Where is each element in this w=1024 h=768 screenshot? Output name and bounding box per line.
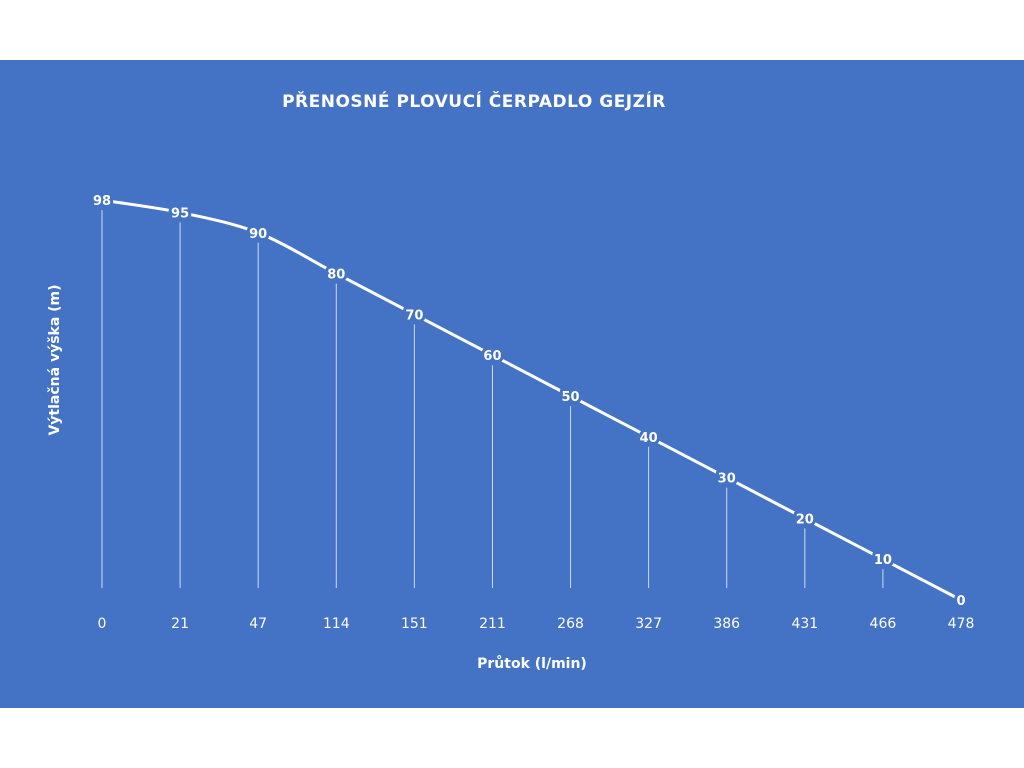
chart-svg: PŘENOSNÉ PLOVUCÍ ČERPADLO GEJZÍR Výtlačn… xyxy=(47,90,975,672)
data-label: 95 xyxy=(171,206,189,221)
data-label: 70 xyxy=(405,308,423,323)
data-label: 90 xyxy=(249,227,267,242)
data-label: 20 xyxy=(796,512,814,527)
x-tick-label: 478 xyxy=(948,616,975,632)
x-tick-label: 431 xyxy=(791,616,818,632)
x-axis-label: Průtok (l/min) xyxy=(477,655,587,672)
y-axis-label: Výtlačná výška (m) xyxy=(47,284,63,435)
data-label: 50 xyxy=(561,390,579,405)
x-tick-labels: 0 21 47 114 151 211 268 327 386 431 466 478 xyxy=(98,616,975,632)
data-label: 80 xyxy=(327,268,345,283)
x-tick-label: 327 xyxy=(635,616,662,632)
x-tick-label: 114 xyxy=(323,616,350,632)
x-tick-label: 151 xyxy=(401,616,428,632)
data-label: 0 xyxy=(956,594,965,609)
series-line xyxy=(100,198,963,602)
data-label: 30 xyxy=(718,472,736,487)
x-tick-label: 0 xyxy=(98,616,107,632)
x-tick-label: 268 xyxy=(557,616,584,632)
drop-lines xyxy=(101,210,884,588)
x-tick-label: 211 xyxy=(479,616,506,632)
data-label: 98 xyxy=(93,194,111,209)
data-labels: 98 95 90 80 70 60 50 40 30 20 10 0 xyxy=(90,191,969,612)
data-label: 40 xyxy=(640,431,658,446)
data-label: 10 xyxy=(874,553,892,568)
x-tick-label: 466 xyxy=(870,616,897,632)
chart-panel: PŘENOSNÉ PLOVUCÍ ČERPADLO GEJZÍR Výtlačn… xyxy=(0,60,1024,708)
chart-title: PŘENOSNÉ PLOVUCÍ ČERPADLO GEJZÍR xyxy=(282,90,666,112)
data-label: 60 xyxy=(483,349,501,364)
x-tick-label: 47 xyxy=(249,616,267,632)
x-tick-label: 21 xyxy=(171,616,189,632)
x-tick-label: 386 xyxy=(713,616,740,632)
